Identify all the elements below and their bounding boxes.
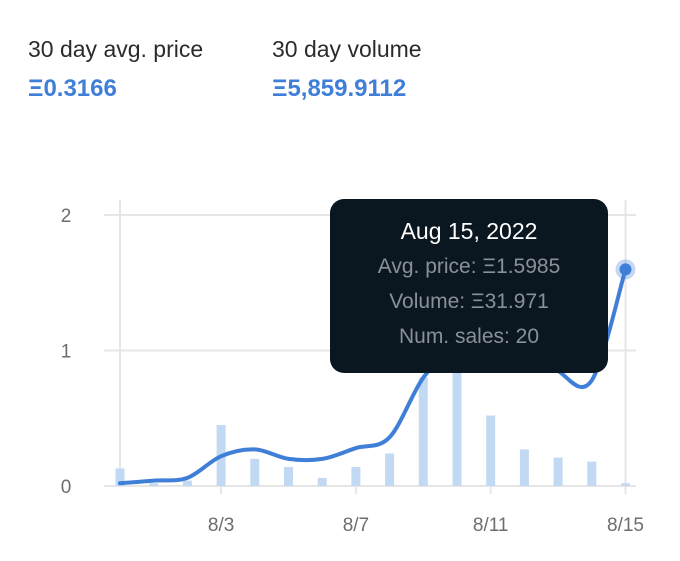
tooltip-date: Aug 15, 2022 [400,218,538,244]
y-tick-label: 1 [61,342,72,363]
tooltip-num-sales: Num. sales: 20 [398,325,540,348]
volume-bar [486,415,496,486]
avg-price-label: 30 day avg. price [28,36,204,62]
volume-bars [115,364,630,486]
tooltip-volume: Volume: Ξ31.971 [389,290,549,313]
volume-label: 30 day volume [272,36,422,62]
volume-bar [284,467,293,486]
y-tick-label: 0 [61,477,72,498]
x-tick-label: 8/7 [343,515,369,536]
y-tick-label: 2 [61,206,72,227]
x-tick-label: 8/3 [208,515,234,536]
volume-bar [385,453,395,486]
volume-bar [452,364,462,486]
x-tick-label: 8/11 [473,515,509,536]
highlight-point [615,259,636,280]
highlight-dot [619,263,632,276]
x-tick-label: 8/15 [607,515,644,536]
tooltip-avg-price: Avg. price: Ξ1.5985 [377,255,561,278]
volume-bar [115,468,125,486]
avg-price-stat: 30 day avg. price Ξ0.3166 [28,34,203,106]
volume-stat: 30 day volume Ξ5,859.9112 [272,34,422,106]
avg-price-value: Ξ0.3166 [28,75,117,102]
volume-bar [621,483,630,486]
volume-bar [351,467,361,486]
volume-bar [250,458,260,486]
volume-bar [587,461,597,486]
volume-bar [519,449,529,486]
axis-ticks: 0 1 2 8/3 8/7 8/11 8/15 [61,206,644,536]
volume-value: Ξ5,859.9112 [272,75,407,102]
volume-bar [418,377,428,486]
chart-tooltip: Aug 15, 2022 Avg. price: Ξ1.5985 Volume:… [330,199,608,373]
volume-bar [317,477,327,486]
volume-bar [182,480,192,486]
volume-bar [553,457,563,486]
volume-bar [149,483,159,486]
